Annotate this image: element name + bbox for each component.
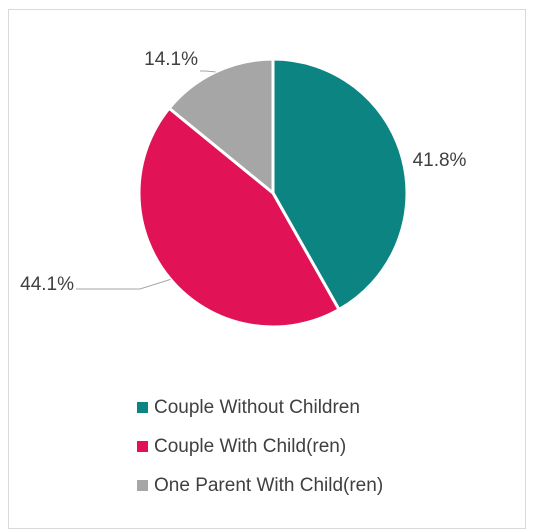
leader-line-one-parent-with-child-ren — [200, 70, 216, 73]
legend-item-one-parent-with-children: One Parent With Child(ren) — [137, 466, 383, 505]
legend-swatch — [137, 441, 148, 452]
legend-swatch — [137, 480, 148, 491]
pie-slice-couple-without-children — [271, 57, 409, 312]
legend-label: One Parent With Child(ren) — [154, 474, 384, 496]
legend-label: Couple Without Children — [154, 396, 360, 418]
pie-slice-one-parent-with-child-ren — [167, 57, 275, 195]
legend: Couple Without Children Couple With Chil… — [137, 388, 383, 505]
data-label-couple-without-children: 41.8% — [413, 150, 467, 171]
legend-item-couple-with-children: Couple With Child(ren) — [137, 427, 383, 466]
legend-swatch — [137, 402, 148, 413]
data-label-couple-with-child-ren: 44.1% — [20, 274, 74, 295]
legend-label: Couple With Child(ren) — [154, 435, 347, 457]
leader-line-couple-with-child-ren — [76, 278, 171, 290]
data-label-one-parent-with-child-ren: 14.1% — [144, 49, 198, 70]
legend-item-couple-without-children: Couple Without Children — [137, 388, 383, 427]
pie-slice-couple-with-child-ren — [137, 106, 341, 329]
